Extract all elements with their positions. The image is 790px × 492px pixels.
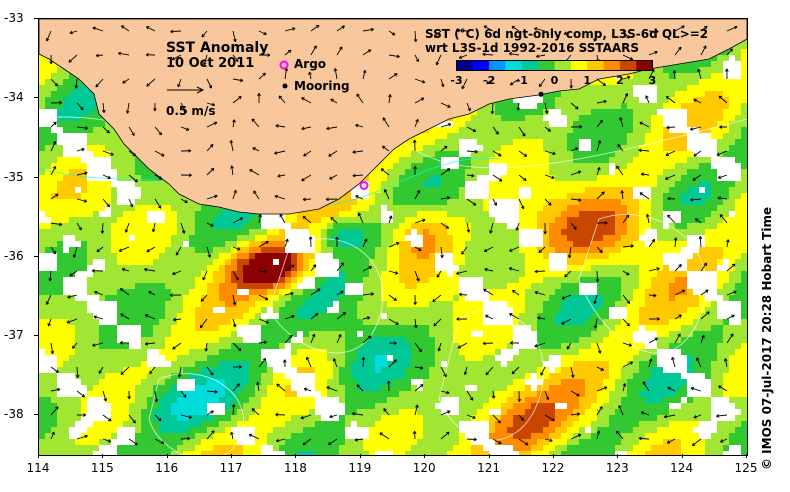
colorbar: [456, 60, 653, 71]
y-tick-mark: [34, 255, 38, 257]
y-tick-mark: [34, 414, 38, 416]
colorbar-tick-label: 1: [583, 74, 591, 87]
y-tick-label: -35: [4, 169, 24, 184]
y-tick-label: -36: [4, 248, 24, 263]
x-tick-label: 116: [155, 461, 179, 475]
x-tick-mark: [231, 454, 233, 458]
x-tick-label: 124: [670, 461, 694, 475]
x-tick-mark: [102, 454, 104, 458]
x-tick-label: 120: [412, 461, 436, 475]
x-tick-label: 125: [734, 461, 758, 475]
x-tick-mark: [681, 454, 683, 458]
colorbar-swatch: [521, 60, 539, 71]
colorbar-tick-label: -2: [483, 74, 496, 87]
colorbar-swatch: [456, 60, 474, 71]
sst-anomaly-field: [39, 19, 747, 455]
x-tick-label: 122: [541, 461, 565, 475]
x-tick-label: 119: [348, 461, 372, 475]
map-date: 10 Oct 2011: [166, 56, 255, 71]
colorbar-swatch: [587, 60, 604, 71]
x-tick-label: 118: [284, 461, 307, 475]
x-tick-mark: [746, 454, 747, 458]
y-tick-label: -33: [4, 11, 24, 25]
colorbar-tick-label: 2: [616, 74, 624, 87]
colorbar-swatch: [636, 60, 653, 71]
x-tick-mark: [38, 454, 39, 458]
colorbar-tick-label: 3: [648, 74, 657, 87]
y-tick-mark: [34, 97, 38, 99]
argo-float-marker: [359, 180, 369, 190]
mooring-marker: [538, 91, 544, 97]
climatology-reference: wrt L3S-1d 1992-2016 SSTAARS: [425, 41, 640, 55]
y-tick-label: -34: [4, 90, 24, 105]
colorbar-swatch: [570, 60, 588, 71]
x-tick-label: 123: [605, 461, 629, 475]
x-tick-mark: [552, 454, 554, 458]
y-tick-mark: [34, 176, 38, 178]
colorbar-swatch: [538, 60, 555, 71]
colorbar-swatch: [603, 60, 621, 71]
x-tick-mark: [295, 454, 297, 458]
y-tick-mark: [34, 335, 38, 337]
colorbar-tick-label: -1: [515, 74, 528, 87]
x-tick-label: 121: [477, 461, 500, 475]
colorbar-tick-label: 0: [550, 74, 559, 87]
colorbar-tick-label: -3: [450, 74, 463, 87]
mooring-legend-label: Mooring: [294, 79, 350, 93]
colorbar-swatch: [505, 60, 523, 71]
product-description: SST (°C) 6d ngt-only comp, L3S-6d QL>=2: [425, 27, 709, 41]
y-tick-mark: [34, 18, 38, 19]
current-vectors: [45, 24, 738, 447]
x-tick-mark: [359, 454, 361, 458]
colorbar-swatch: [619, 60, 637, 71]
mooring-legend-icon: [282, 83, 288, 89]
x-tick-mark: [617, 454, 619, 458]
x-tick-mark: [488, 454, 490, 458]
copyright-stamp: © IMOS 07-Jul-2017 20:28 Hobart Time: [760, 206, 774, 470]
argo-legend-icon: [279, 60, 289, 70]
colorbar-swatch: [472, 60, 490, 71]
y-tick-label: -37: [4, 328, 24, 343]
x-tick-label: 114: [26, 461, 50, 475]
vector-scale-label: 0.5 m/s: [166, 104, 216, 118]
vector-scale-arrow: [167, 86, 205, 94]
sst-map: [38, 18, 748, 456]
x-tick-label: 117: [219, 461, 243, 475]
colorbar-swatch: [489, 60, 506, 71]
x-tick-mark: [166, 454, 168, 458]
colorbar-swatch: [554, 60, 572, 71]
x-tick-mark: [424, 454, 426, 458]
y-tick-label: -38: [4, 407, 24, 422]
x-tick-label: 115: [90, 461, 114, 475]
map-title: SST Anomaly: [166, 40, 269, 56]
argo-legend-label: Argo: [294, 57, 327, 71]
